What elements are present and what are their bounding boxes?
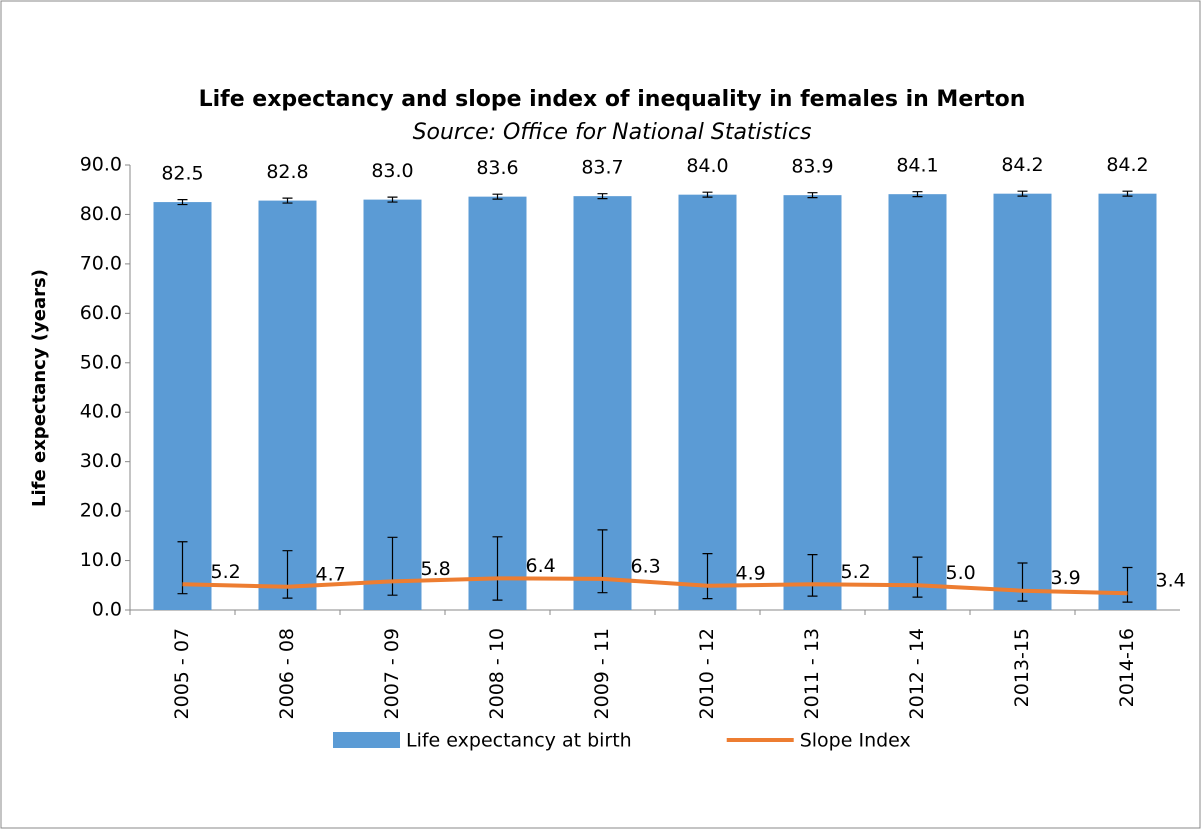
data-label: 5.2 — [211, 561, 241, 583]
data-label: 83.7 — [581, 157, 623, 179]
y-tick-label: 70.0 — [80, 252, 122, 274]
error-bar — [702, 191, 713, 198]
error-bar — [492, 193, 503, 200]
bar — [888, 194, 947, 610]
bar — [783, 195, 842, 610]
chart-subtitle: Source: Office for National Statistics — [413, 120, 812, 145]
bar — [993, 193, 1052, 610]
y-tick-label: 80.0 — [80, 203, 122, 225]
data-label: 5.0 — [946, 562, 976, 584]
data-label: 4.9 — [736, 562, 766, 584]
data-label: 84.2 — [1001, 154, 1043, 176]
data-label: 4.7 — [316, 563, 346, 585]
data-label: 6.3 — [631, 555, 661, 577]
error-bar — [387, 196, 398, 203]
y-axis-title: Life expectancy (years) — [29, 269, 50, 507]
y-tick-label: 10.0 — [80, 549, 122, 571]
data-label: 3.9 — [1051, 567, 1081, 589]
data-label: 82.8 — [266, 161, 308, 183]
data-label: 84.1 — [896, 155, 938, 177]
data-label: 83.0 — [371, 160, 413, 182]
bar — [678, 194, 737, 610]
error-bar — [492, 536, 503, 601]
line — [182, 576, 1128, 596]
error-bar — [177, 199, 188, 206]
error-bar — [807, 192, 818, 199]
error-bar — [1122, 566, 1133, 603]
y-tick-label: 60.0 — [80, 302, 122, 324]
x-tick-label: 2009 - 11 — [591, 628, 613, 719]
x-tick-label: 2013-15 — [1011, 628, 1033, 707]
legend-swatch — [333, 732, 400, 748]
legend-label: Life expectancy at birth — [406, 730, 632, 752]
legend-label: Slope Index — [800, 730, 911, 752]
chart-title: Life expectancy and slope index of inequ… — [199, 87, 1026, 112]
x-tick-label: 2014-16 — [1116, 628, 1138, 707]
data-label: 5.2 — [841, 561, 871, 583]
data-label: 5.8 — [421, 558, 451, 580]
error-bar — [912, 191, 923, 198]
data-label: 83.6 — [476, 157, 518, 179]
error-bar — [702, 553, 713, 600]
error-bar — [1017, 190, 1028, 197]
error-bar — [387, 536, 398, 596]
y-tick-label: 40.0 — [80, 401, 122, 423]
x-tick-label: 2011 - 13 — [801, 628, 823, 719]
x-tick-label: 2005 - 07 — [171, 628, 193, 719]
y-tick-label: 30.0 — [80, 450, 122, 472]
x-tick-label: 2010 - 12 — [696, 628, 718, 719]
error-bar — [282, 197, 293, 204]
y-tick-label: 50.0 — [80, 351, 122, 373]
data-label: 84.0 — [686, 155, 728, 177]
error-bar — [912, 556, 923, 598]
x-tick-label: 2006 - 08 — [276, 628, 298, 719]
x-tick-label: 2008 - 10 — [486, 628, 508, 719]
y-tick-label: 0.0 — [92, 599, 122, 621]
error-bar — [1122, 190, 1133, 197]
error-bar — [1017, 562, 1028, 602]
y-tick-label: 20.0 — [80, 500, 122, 522]
data-label: 82.5 — [161, 163, 203, 185]
x-tick-label: 2007 - 09 — [381, 628, 403, 719]
x-tick-label: 2012 - 14 — [906, 628, 928, 719]
bar — [1098, 193, 1157, 610]
data-label: 84.2 — [1106, 154, 1148, 176]
error-bar — [282, 550, 293, 599]
error-bar — [597, 529, 608, 594]
error-bar — [597, 193, 608, 200]
data-label: 3.4 — [1156, 570, 1186, 592]
error-bar — [807, 554, 818, 597]
y-tick-label: 90.0 — [80, 154, 122, 176]
data-label: 6.4 — [526, 555, 556, 577]
bar — [258, 200, 317, 610]
data-label: 83.9 — [791, 156, 833, 178]
